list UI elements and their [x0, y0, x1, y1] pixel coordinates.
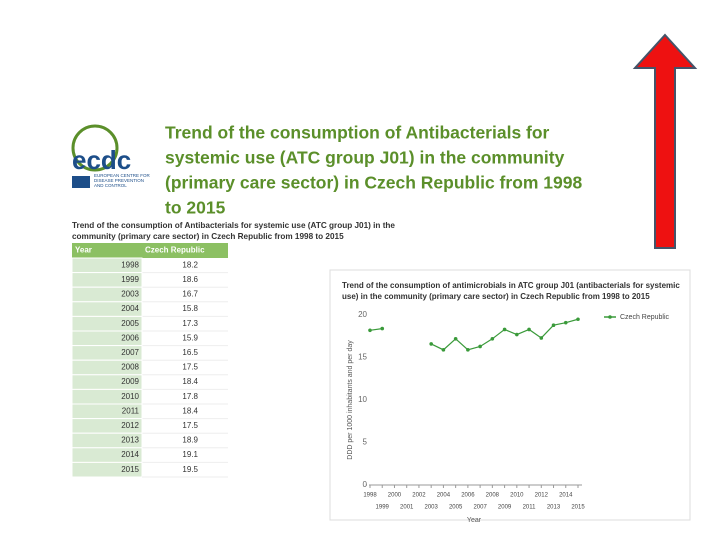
chart-title: Trend of the consumption of antimicrobia…: [342, 281, 680, 290]
x-tick-label: 1998: [363, 493, 377, 499]
chart-title: use) in the community (primary care sect…: [342, 292, 650, 301]
x-tick-label: 2010: [510, 493, 524, 499]
table-value: 17.5: [182, 363, 198, 372]
data-point: [515, 332, 519, 337]
x-tick-label: 2009: [498, 505, 512, 511]
table-year: 2015: [121, 465, 139, 474]
data-point: [453, 337, 458, 341]
data-point: [429, 342, 433, 346]
x-tick-label: 2007: [473, 505, 487, 511]
table-value: 18.2: [182, 260, 198, 269]
data-point: [563, 320, 568, 325]
table-year: 2010: [121, 392, 139, 401]
data-point: [368, 328, 372, 333]
table-year: 2011: [122, 406, 140, 415]
table-year: 2003: [121, 290, 139, 299]
table-header-cell: Year: [75, 246, 92, 255]
table-value: 18.6: [182, 275, 198, 284]
table-year: 2012: [121, 421, 139, 430]
table-year: 1998: [121, 260, 139, 269]
y-tick-label: 0: [363, 480, 368, 489]
slide-title: (primary care sector) in Czech Republic …: [165, 173, 582, 193]
x-tick-label: 2011: [523, 505, 537, 511]
y-tick-label: 20: [358, 310, 367, 319]
table-value: 17.5: [182, 421, 198, 430]
table-year: 1999: [121, 275, 139, 284]
legend-marker: [608, 315, 612, 319]
line-series: [369, 328, 383, 331]
data-point: [478, 344, 482, 349]
data-point: [576, 317, 580, 322]
data-point: [539, 336, 544, 340]
chart-frame: [329, 269, 691, 521]
data-point: [490, 337, 495, 341]
x-tick-label: 2004: [437, 493, 451, 499]
logo-globe: [71, 124, 119, 172]
x-tick-label: 2015: [571, 505, 585, 511]
table-year: 2004: [121, 304, 139, 313]
table-header: [72, 243, 228, 258]
data-point: [527, 327, 531, 332]
x-tick-label: 2006: [461, 493, 475, 499]
table-value: 18.4: [182, 377, 198, 386]
table-value: 15.9: [182, 333, 198, 342]
table-year: 2009: [121, 377, 139, 386]
eu-flag: [72, 176, 90, 188]
x-tick-label: 2000: [388, 493, 402, 499]
table-year: 2005: [121, 319, 139, 328]
x-tick-label: 2003: [424, 505, 438, 511]
x-tick-label: 2002: [412, 493, 426, 499]
table-value: 17.8: [182, 392, 198, 401]
table-year: 2013: [121, 436, 139, 445]
slide-title: to 2015: [165, 198, 226, 218]
ecdc-logo: ecdc: [71, 124, 131, 188]
red-arrow: [632, 33, 698, 249]
table-year-cell-bg: [71, 461, 143, 478]
table-value: 18.9: [182, 436, 198, 445]
x-tick-label: 2014: [559, 493, 573, 499]
slide-title: systemic use (ATC group J01) in the comm…: [165, 148, 565, 168]
table-value: 18.4: [182, 406, 198, 415]
x-axis-label: Year: [467, 517, 482, 524]
x-tick-label: 2001: [400, 505, 414, 511]
y-axis-label: DDD per 1000 inhabitants and per day: [347, 340, 354, 460]
logo-subtitle: DISEASE PREVENTION: [94, 178, 144, 183]
x-tick-label: 2012: [535, 493, 549, 499]
data-point: [380, 326, 385, 331]
table-value: 19.5: [182, 465, 198, 474]
data-point: [502, 327, 507, 332]
data-point: [466, 348, 470, 352]
table-header-cell: Czech Republic: [145, 246, 205, 255]
y-tick-label: 10: [358, 395, 367, 404]
table-year: 2006: [121, 333, 139, 342]
data-point: [551, 323, 556, 328]
x-tick-label: 2005: [449, 505, 463, 511]
x-tick-label: 2008: [486, 493, 500, 499]
logo-subtitle: EUROPEAN CENTRE FOR: [94, 173, 151, 178]
table-year: 2008: [121, 363, 139, 372]
y-tick-label: 15: [358, 353, 367, 362]
legend-label: Czech Republic: [620, 314, 670, 321]
slide-title: Trend of the consumption of Antibacteria…: [165, 123, 550, 143]
table-value: 16.7: [182, 290, 198, 299]
table-year: 2014: [121, 450, 139, 459]
logo-text: ecdc: [72, 145, 131, 175]
y-tick-label: 5: [363, 438, 368, 447]
table-caption: Trend of the consumption of Antibacteria…: [72, 221, 395, 230]
table-value: 15.8: [182, 304, 198, 313]
table-value: 19.1: [182, 450, 198, 459]
x-tick-label: 1999: [376, 505, 390, 511]
table-year: 2007: [121, 348, 139, 357]
x-tick-label: 2013: [547, 505, 561, 511]
table-caption: community (primary care sector) in Czech…: [72, 232, 344, 241]
data-point: [441, 348, 446, 352]
table-value: 16.5: [182, 348, 198, 357]
table-value: 17.3: [182, 319, 198, 328]
logo-subtitle: AND CONTROL: [94, 183, 127, 188]
